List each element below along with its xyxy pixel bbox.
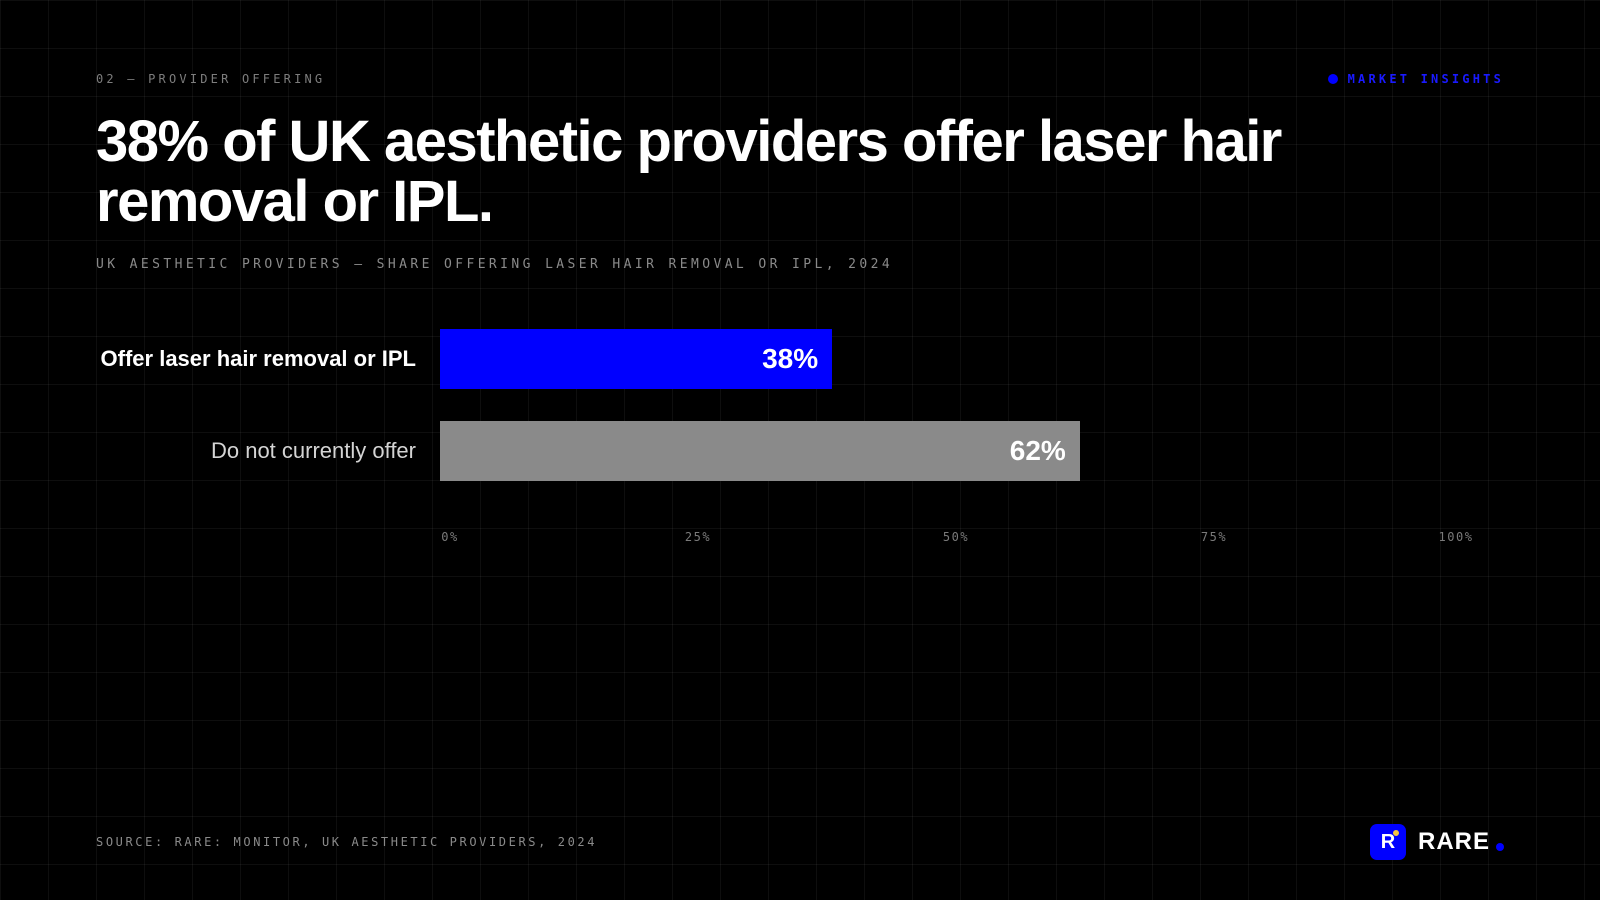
logo-accent-dot-icon xyxy=(1496,843,1504,851)
x-tick-label: 75% xyxy=(1200,530,1228,544)
x-tick-label: 25% xyxy=(684,530,712,544)
logo-mark-letter: R xyxy=(1380,830,1396,853)
market-insights-badge: MARKET INSIGHTS xyxy=(1327,72,1504,86)
logo-mark-icon: R xyxy=(1369,824,1406,860)
category-label: Do not currently offer xyxy=(210,438,416,463)
badge-dot-icon xyxy=(1327,74,1338,84)
eyebrow-label: 02 — PROVIDER OFFERING xyxy=(96,72,326,86)
x-tick-label: 100% xyxy=(1438,530,1474,544)
bar-value-label: 62% xyxy=(1009,435,1066,466)
category-label: Offer laser hair removal or IPL xyxy=(100,346,416,371)
x-tick-label: 0% xyxy=(441,530,459,544)
bar-value-label: 38% xyxy=(762,343,819,374)
page-title: 38% of UK aesthetic providers offer lase… xyxy=(96,109,1282,234)
logo-mark-dot-icon xyxy=(1392,830,1399,836)
badge-label: MARKET INSIGHTS xyxy=(1347,72,1504,86)
bar: 62% xyxy=(440,421,1080,481)
bar: 38% xyxy=(440,329,833,389)
brand-logo: R RARE xyxy=(1369,824,1504,860)
logo-wordmark: RARE xyxy=(1417,828,1490,855)
x-tick-label: 50% xyxy=(942,530,970,544)
chart-subtitle: UK AESTHETIC PROVIDERS — SHARE OFFERING … xyxy=(96,257,894,272)
source-note: SOURCE: RARE: MONITOR, UK AESTHETIC PROV… xyxy=(96,835,598,849)
